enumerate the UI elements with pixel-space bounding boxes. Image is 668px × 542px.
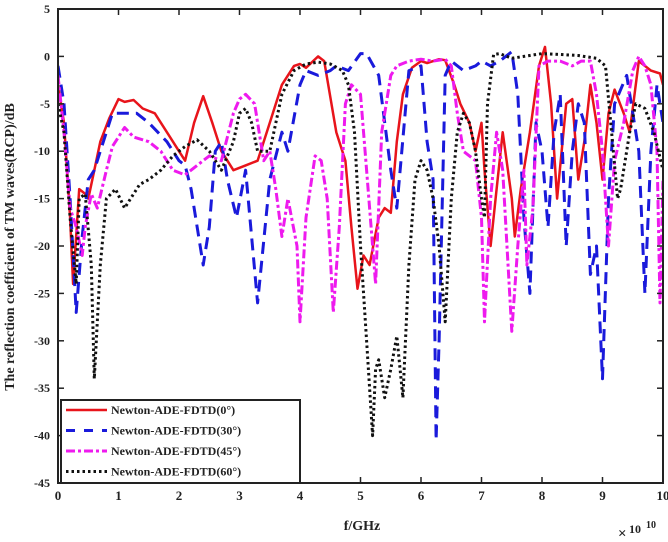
x-tick-label: 8 <box>539 488 546 503</box>
x-tick-label: 5 <box>357 488 364 503</box>
x-tick-label: 7 <box>478 488 485 503</box>
y-tick-label: -10 <box>34 144 50 158</box>
series-line-0 <box>58 45 663 290</box>
ticks-layer: 0 1 2 3 4 5 6 7 8 9 10 5 0 -5 -10 -15 -20 -25 -30 -35 -40 -45 <box>34 2 668 503</box>
y-tick-label: 5 <box>44 2 50 16</box>
legend: Newton-ADE-FDTD(0°) Newton-ADE-FDTD(30°) N… <box>60 399 301 484</box>
y-tick-label: -25 <box>34 286 50 300</box>
y-tick-label: -40 <box>34 429 50 443</box>
x-multiplier-times: × <box>618 526 627 542</box>
x-tick-label: 10 <box>657 488 668 503</box>
legend-label-2: Newton-ADE-FDTD(45°) <box>111 444 241 458</box>
x-multiplier-base: 10 <box>629 522 641 536</box>
y-tick-label: -5 <box>40 97 50 111</box>
legend-label-3: Newton-ADE-FDTD(60°) <box>111 465 241 479</box>
series-line-3 <box>58 52 663 438</box>
y-tick-label: -45 <box>34 476 50 490</box>
x-tick-label: 1 <box>115 488 122 503</box>
y-tick-label: -15 <box>34 192 50 206</box>
series-line-2 <box>58 54 663 333</box>
x-tick-label: 2 <box>176 488 183 503</box>
x-multiplier-exponent: 10 <box>646 520 656 531</box>
series-line-1 <box>58 50 663 442</box>
y-tick-label: -20 <box>34 239 50 253</box>
x-axis-label: f/GHz <box>344 519 381 534</box>
legend-label-1: Newton-ADE-FDTD(30°) <box>111 424 241 438</box>
legend-label-0: Newton-ADE-FDTD(0°) <box>111 403 235 417</box>
x-tick-label: 3 <box>236 488 243 503</box>
legend-box <box>60 399 301 484</box>
x-tick-label: 0 <box>55 488 62 503</box>
y-tick-label: -35 <box>34 381 50 395</box>
x-tick-label: 6 <box>418 488 425 503</box>
y-axis-label: The reflection coefficient of TM waves(R… <box>3 103 18 391</box>
y-tick-label: -30 <box>34 334 50 348</box>
y-tick-label: 0 <box>44 49 50 63</box>
x-tick-label: 4 <box>297 488 304 503</box>
x-tick-label: 9 <box>599 488 606 503</box>
series-layer <box>58 45 663 442</box>
